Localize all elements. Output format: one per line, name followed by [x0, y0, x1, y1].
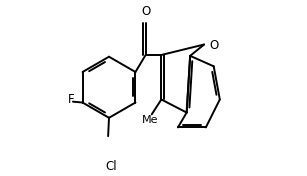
Text: O: O [209, 39, 219, 52]
Text: Me: Me [142, 115, 158, 125]
Text: F: F [68, 93, 74, 106]
Text: Cl: Cl [105, 160, 117, 173]
Text: O: O [141, 5, 150, 18]
